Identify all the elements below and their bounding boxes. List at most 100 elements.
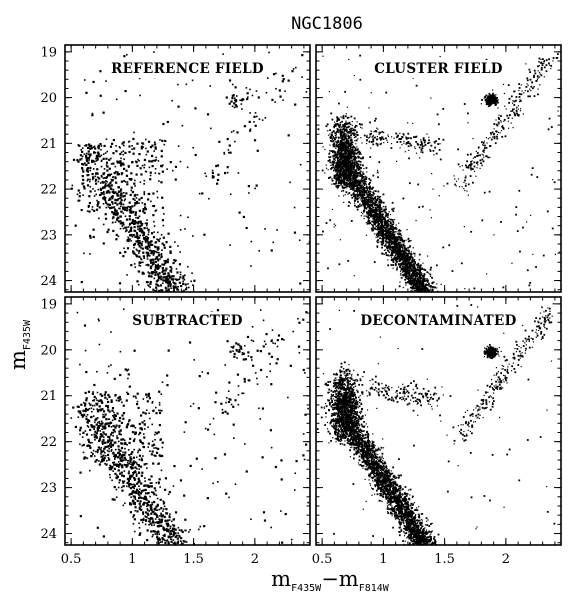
star-point: [336, 185, 338, 188]
star-point: [394, 262, 397, 265]
star-point: [433, 281, 435, 283]
star-point: [383, 131, 385, 134]
star-point: [363, 215, 365, 217]
star-point: [344, 147, 347, 149]
star-point: [350, 173, 353, 176]
star-point: [110, 157, 112, 160]
star-point: [404, 278, 407, 281]
star-point: [377, 143, 379, 145]
star-point: [425, 287, 428, 289]
star-point: [152, 262, 155, 265]
star-point: [103, 193, 105, 196]
star-point: [124, 151, 127, 155]
star-point: [422, 280, 425, 283]
star-point: [160, 253, 163, 255]
star-point: [272, 73, 276, 76]
star-point: [539, 73, 541, 75]
star-point: [417, 288, 419, 290]
star-point: [102, 181, 105, 184]
star-point: [406, 267, 409, 269]
star-point: [144, 208, 147, 211]
star-point: [472, 168, 474, 171]
star-point: [71, 184, 74, 187]
star-point: [423, 283, 425, 285]
star-point: [93, 145, 96, 148]
star-point: [348, 125, 350, 128]
star-point: [347, 139, 349, 142]
star-point: [400, 244, 402, 246]
star-point: [119, 147, 121, 149]
star-point: [144, 203, 146, 206]
star-point: [161, 271, 164, 273]
star-point: [190, 280, 193, 283]
star-point: [92, 188, 94, 190]
star-point: [356, 175, 359, 178]
star-point: [361, 181, 363, 183]
star-point: [423, 273, 426, 276]
star-point: [389, 246, 392, 248]
star-point: [131, 218, 134, 222]
star-point: [362, 171, 364, 173]
star-point: [343, 164, 345, 166]
star-point: [154, 250, 157, 253]
star-point: [328, 157, 330, 159]
star-point: [400, 256, 403, 258]
star-point: [382, 201, 385, 204]
star-point: [104, 181, 106, 183]
star-point: [361, 123, 363, 126]
star-point: [420, 272, 422, 274]
star-point: [161, 139, 164, 142]
star-point: [359, 174, 361, 176]
star-point: [421, 142, 423, 145]
star-point: [356, 131, 358, 134]
star-point: [374, 190, 377, 193]
star-point: [144, 138, 147, 141]
star-point: [348, 192, 351, 194]
star-point: [133, 225, 136, 229]
star-point: [392, 261, 395, 264]
star-point: [368, 192, 370, 194]
star-point: [382, 229, 385, 231]
star-point: [402, 253, 405, 255]
star-point: [331, 163, 334, 166]
star-point: [374, 221, 377, 224]
star-point: [355, 180, 358, 182]
star-point: [347, 126, 349, 128]
star-point: [336, 145, 338, 148]
star-point: [389, 254, 392, 257]
star-point: [89, 153, 92, 156]
star-point: [396, 236, 398, 238]
star-point: [405, 269, 408, 272]
star-point: [403, 266, 406, 268]
star-point: [416, 283, 418, 286]
star-point: [360, 193, 363, 196]
star-point: [354, 176, 356, 179]
star-point: [408, 277, 410, 279]
star-point: [343, 183, 346, 185]
star-point: [406, 258, 408, 260]
star-point: [345, 155, 348, 158]
star-point: [143, 191, 146, 193]
star-point: [405, 256, 408, 259]
star-point: [415, 280, 417, 282]
star-point: [379, 227, 382, 230]
star-point: [354, 135, 357, 138]
star-point: [247, 185, 250, 188]
star-point: [386, 241, 388, 244]
star-point: [367, 191, 369, 194]
star-point: [414, 276, 417, 279]
star-point: [92, 80, 95, 84]
star-point: [230, 100, 233, 103]
star-point: [144, 170, 147, 173]
star-point: [158, 172, 161, 175]
star-point: [353, 165, 355, 168]
star-point: [411, 288, 413, 290]
star-point: [390, 259, 393, 262]
star-point: [136, 249, 139, 252]
star-point: [366, 212, 369, 215]
star-point: [142, 208, 145, 211]
star-point: [346, 154, 348, 156]
star-point: [99, 143, 102, 146]
star-point: [116, 213, 119, 216]
star-point: [387, 134, 389, 136]
